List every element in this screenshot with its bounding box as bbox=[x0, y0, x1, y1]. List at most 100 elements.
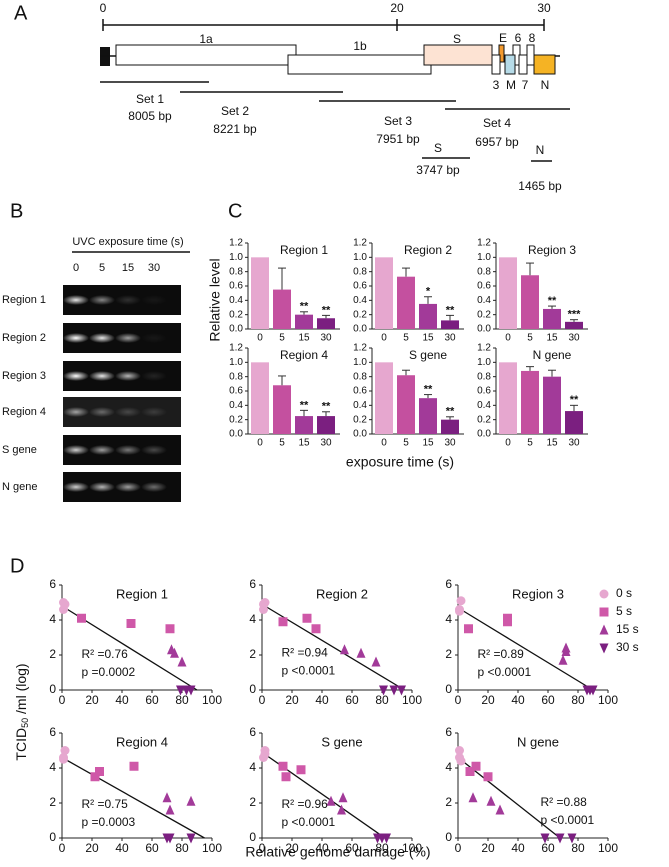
fit-line bbox=[457, 756, 561, 839]
y-tick-label: 2 bbox=[249, 795, 256, 809]
y-tick-label: 0.2 bbox=[477, 309, 491, 320]
x-axis-label: exposure time (s) bbox=[346, 454, 454, 470]
gel-band bbox=[63, 295, 89, 305]
legend-label: 30 s bbox=[616, 640, 639, 654]
gene-box bbox=[533, 54, 556, 75]
y-tick-label: 0.0 bbox=[477, 429, 491, 440]
scale-tick-label: 20 bbox=[390, 1, 404, 15]
point bbox=[540, 833, 550, 844]
y-tick-label: 0.6 bbox=[353, 386, 367, 397]
y-tick-label: 0 bbox=[445, 682, 452, 696]
y-tick-label: 0 bbox=[49, 830, 56, 844]
y-tick-label: 4 bbox=[249, 760, 256, 774]
y-tick-label: 1.2 bbox=[353, 343, 367, 354]
bar bbox=[521, 370, 539, 434]
bar bbox=[521, 275, 539, 329]
x-tick-label: 30 bbox=[320, 333, 332, 344]
point bbox=[186, 833, 196, 844]
gel-band bbox=[89, 295, 115, 305]
point bbox=[382, 833, 391, 844]
point bbox=[340, 644, 349, 655]
gel-band bbox=[63, 333, 89, 343]
y-tick-label: 0.6 bbox=[229, 281, 243, 292]
gel-band bbox=[89, 333, 115, 343]
y-tick-label: 4 bbox=[445, 612, 452, 626]
bar bbox=[317, 416, 335, 434]
x-tick-label: 80 bbox=[571, 841, 585, 855]
scale-tick-label: 30 bbox=[537, 1, 551, 15]
legend-label: 5 s bbox=[616, 604, 632, 618]
y-tick-label: 0.4 bbox=[477, 295, 491, 306]
gel-band bbox=[141, 445, 167, 455]
y-tick-label: 2 bbox=[49, 647, 56, 661]
gene-label: S bbox=[453, 32, 461, 46]
gene-label: 3 bbox=[493, 78, 500, 92]
y-tick-label: 1.0 bbox=[229, 357, 243, 368]
gel-row-label: Region 1 bbox=[2, 294, 46, 306]
point bbox=[177, 656, 187, 667]
x-tick-label: 60 bbox=[541, 693, 555, 707]
y-tick-label: 0 bbox=[249, 830, 256, 844]
x-tick-label: 20 bbox=[85, 693, 99, 707]
significance-label: ** bbox=[424, 383, 433, 395]
point bbox=[561, 642, 571, 653]
point bbox=[162, 792, 172, 803]
amplicon-name: Set 4 bbox=[483, 116, 511, 130]
x-tick-label: 0 bbox=[455, 841, 462, 855]
point bbox=[555, 833, 565, 844]
y-tick-label: 0.8 bbox=[229, 266, 243, 277]
x-tick-label: 5 bbox=[279, 333, 285, 344]
bar bbox=[499, 362, 517, 434]
x-tick-label: 60 bbox=[345, 841, 359, 855]
chart-title: Region 4 bbox=[280, 348, 328, 362]
x-tick-label: 40 bbox=[315, 841, 329, 855]
amplicon-name: Set 3 bbox=[384, 114, 412, 128]
chart-title: Region 4 bbox=[116, 734, 168, 749]
label-subscript: 50 bbox=[20, 718, 30, 728]
y-tick-label: 6 bbox=[249, 725, 256, 739]
bar bbox=[499, 257, 517, 329]
point bbox=[176, 685, 185, 696]
amplicon-length: 7951 bp bbox=[376, 132, 420, 146]
legend-marker bbox=[599, 624, 609, 635]
gene-label: N bbox=[541, 78, 550, 92]
gel-band bbox=[115, 445, 141, 455]
x-tick-label: 60 bbox=[541, 841, 555, 855]
bar bbox=[295, 416, 313, 434]
x-axis-label: Relative genome damage (%) bbox=[245, 844, 430, 860]
x-tick-label: 60 bbox=[145, 841, 159, 855]
point bbox=[165, 833, 175, 844]
point bbox=[129, 761, 139, 771]
y-tick-label: 0.0 bbox=[477, 324, 491, 335]
x-tick-label: 30 bbox=[320, 438, 332, 449]
gel-band bbox=[115, 407, 141, 417]
gel-row-label: Region 3 bbox=[2, 370, 46, 382]
bar bbox=[273, 385, 291, 434]
label-part: TCID bbox=[13, 728, 29, 761]
gene-box bbox=[526, 44, 535, 66]
x-tick-label: 0 bbox=[259, 693, 266, 707]
x-tick-label: 15 bbox=[546, 438, 558, 449]
point bbox=[278, 617, 288, 627]
point bbox=[389, 685, 399, 696]
x-tick-label: 60 bbox=[145, 693, 159, 707]
gel-row-label: S gene bbox=[2, 444, 37, 456]
y-tick-label: 0.6 bbox=[353, 281, 367, 292]
y-tick-label: 6 bbox=[445, 577, 452, 591]
gene-box bbox=[498, 44, 505, 63]
bar bbox=[565, 411, 583, 434]
gene-box bbox=[504, 54, 516, 75]
chart-title: Region 2 bbox=[316, 586, 368, 601]
bar bbox=[543, 376, 561, 434]
significance-label: ** bbox=[446, 406, 455, 418]
lane-label: 15 bbox=[122, 262, 134, 274]
y-tick-label: 1.2 bbox=[477, 238, 491, 249]
legend-label: 0 s bbox=[616, 586, 632, 600]
chart-title: Region 2 bbox=[404, 243, 452, 257]
annotation: R² =0.89 bbox=[478, 647, 525, 661]
point bbox=[371, 656, 381, 667]
gel-title: UVC exposure time (s) bbox=[72, 236, 183, 248]
y-tick-label: 0.4 bbox=[229, 295, 243, 306]
point bbox=[356, 647, 366, 658]
bar bbox=[419, 398, 437, 434]
